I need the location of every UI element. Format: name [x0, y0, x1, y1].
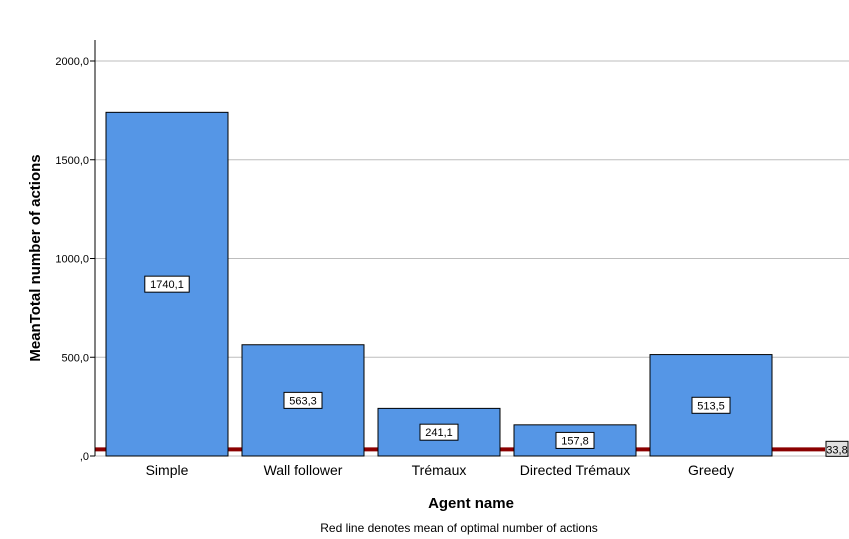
data-label-box-1 [283, 391, 323, 409]
y-tick-label-0: ,0 [80, 451, 89, 463]
y-axis-ticks: ,0 500,0 1000,0 1500,0 2000,0 [55, 56, 95, 463]
data-label-4: 513,5 [691, 396, 731, 414]
data-label-0: 1740,1 [144, 275, 190, 293]
data-label-box-0 [144, 275, 190, 293]
data-label-1: 563,3 [283, 391, 323, 409]
reference-label-group: 33,8 [825, 440, 849, 457]
reference-line-label: 33,8 [825, 440, 849, 457]
data-label-2: 241,1 [419, 423, 459, 441]
data-label-box-4 [691, 396, 731, 414]
y-axis-title: MeanTotal number of actions [27, 154, 44, 361]
y-tick-label-1: 500,0 [61, 352, 89, 364]
data-label-box-2 [419, 423, 459, 441]
data-label-text-3: 157,8 [561, 435, 589, 447]
x-tick-label-2: Trémaux [412, 462, 467, 478]
bars [105, 111, 773, 457]
x-tick-label-0: Simple [146, 462, 189, 478]
y-tick-label-3: 1500,0 [55, 155, 89, 167]
x-tick-label-3: Directed Trémaux [520, 462, 630, 478]
footnote: Red line denotes mean of optimal number … [320, 521, 598, 535]
data-label-text-2: 241,1 [425, 427, 453, 439]
reference-label-box [825, 440, 849, 457]
x-tick-label-1: Wall follower [264, 462, 343, 478]
y-tick-label-2: 1000,0 [55, 254, 89, 266]
data-labels: 1740,1 563,3 241,1 157,8 513,5 [144, 275, 731, 449]
data-label-text-4: 513,5 [697, 400, 725, 412]
x-axis-title: Agent name [428, 495, 514, 512]
x-tick-label-4: Greedy [688, 462, 734, 478]
data-label-box-3 [555, 431, 595, 449]
y-tick-label-4: 2000,0 [55, 56, 89, 68]
data-label-text-0: 1740,1 [150, 279, 184, 291]
reference-label-text: 33,8 [826, 444, 847, 456]
data-label-3: 157,8 [555, 431, 595, 449]
x-axis-labels: Simple Wall follower Trémaux Directed Tréma… [146, 462, 734, 478]
data-label-text-1: 563,3 [289, 395, 317, 407]
